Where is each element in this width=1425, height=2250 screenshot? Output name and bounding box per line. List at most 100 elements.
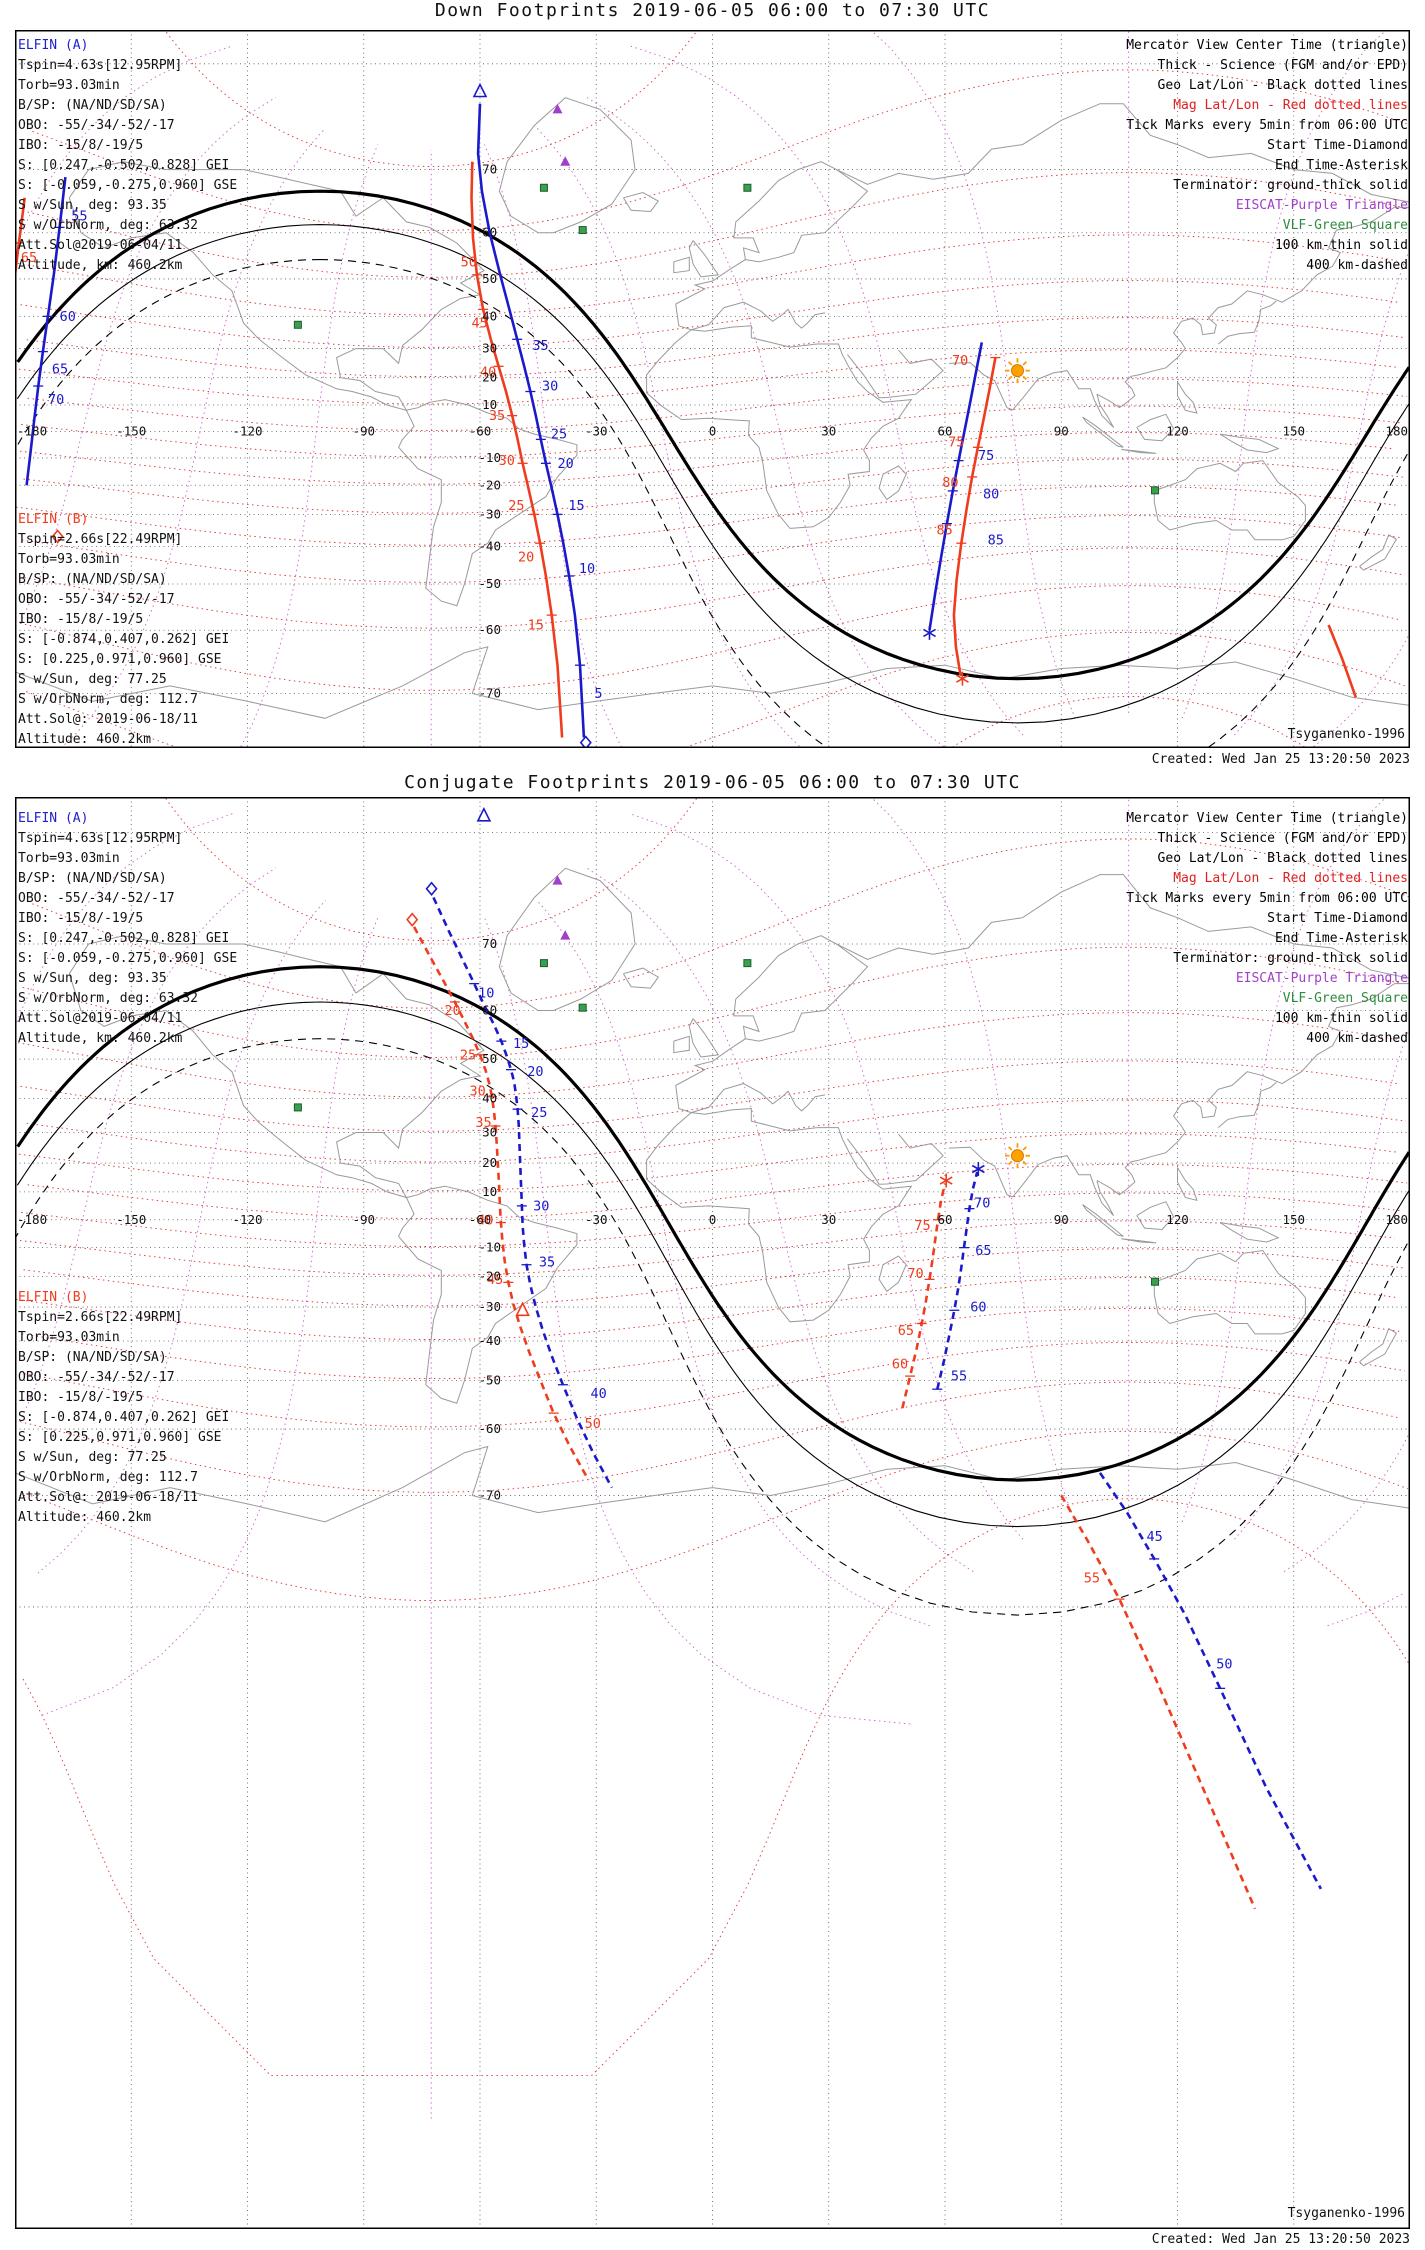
track-minute-label: 25 <box>531 1105 547 1121</box>
longitude-tick-label: 60 <box>937 1212 952 1227</box>
legend-line: EISCAT-Purple Triangle <box>1235 198 1408 213</box>
latitude-tick-label: 10 <box>482 1184 497 1199</box>
track-minute-label: 80 <box>983 486 999 502</box>
track-minute-label: 60 <box>60 309 76 325</box>
model-label: Tsyganenko-1996 <box>1287 2206 1405 2221</box>
longitude-tick-label: -180 <box>17 423 47 438</box>
track-minute-label: 45 <box>1147 1529 1163 1545</box>
end-asterisk-icon <box>923 625 936 640</box>
terminator-lines <box>14 965 1411 1616</box>
latitude-tick-label: -10 <box>478 1240 501 1255</box>
vlf-station-icon <box>293 1103 302 1112</box>
spacecraft-info-line: S w/OrbNorm, deg: 63.32 <box>18 218 199 233</box>
latitude-tick-label: 70 <box>482 162 497 177</box>
vlf-station-icon <box>1151 486 1160 495</box>
spacecraft-info-line: S w/Sun, deg: 77.25 <box>18 672 167 687</box>
legend-line: Thick - Science (FGM and/or EPD) <box>1157 58 1408 73</box>
latitude-tick-label: 30 <box>482 1124 497 1139</box>
spacecraft-info-line: S w/OrbNorm, deg: 63.32 <box>18 991 199 1006</box>
spacecraft-info-line: IBO: -15/8/-19/5 <box>18 138 144 153</box>
longitude-tick-label: -60 <box>469 423 492 438</box>
spacecraft-info-line: Tspin=2.66s[22.49RPM] <box>18 1310 183 1325</box>
eiscat-station-icon <box>552 875 563 885</box>
latitude-tick-label: -50 <box>478 1372 501 1387</box>
longitude-tick-label: -90 <box>352 1212 375 1227</box>
legend-line: Mag Lat/Lon - Red dotted lines <box>1173 98 1408 113</box>
latitude-tick-label: -20 <box>478 477 501 492</box>
spacecraft-info-line: S: [0.225,0.971,0.960] GSE <box>18 652 222 667</box>
track-minute-label: 10 <box>579 561 595 577</box>
center-time-triangle-icon <box>472 82 488 98</box>
spacecraft-info-line: Altitude: 460.2km <box>18 1510 152 1525</box>
longitude-tick-label: 30 <box>821 1212 836 1227</box>
track-minute-label: 20 <box>444 1003 460 1019</box>
track-minute-label: 45 <box>487 1272 503 1288</box>
longitude-tick-label: -150 <box>116 423 146 438</box>
longitude-tick-label: 60 <box>937 423 952 438</box>
vlf-station-icon <box>539 959 548 968</box>
spacecraft-info-line: Torb=93.03min <box>18 1330 120 1345</box>
legend-line: Geo Lat/Lon - Black dotted lines <box>1157 851 1408 866</box>
track-elfin-b-east: 70 75 80 85 <box>936 353 1001 686</box>
mag-lat-lines <box>14 363 1410 2077</box>
spacecraft-info-line: OBO: -55/-34/-52/-17 <box>18 1370 175 1385</box>
longitude-tick-label: 90 <box>1054 423 1069 438</box>
track-elfin-b-conj-deep: 55 <box>1060 1494 1257 1910</box>
start-diamond-icon <box>425 881 438 896</box>
spacecraft-info-line: S: [-0.059,-0.275,0.960] GSE <box>18 178 238 193</box>
longitude-tick-label: 30 <box>821 423 836 438</box>
track-minute-label: 35 <box>532 338 548 354</box>
panel-down-footprints: Down Footprints 2019-06-05 06:00 to 07:3… <box>0 0 1425 1286</box>
spacecraft-info-line: S w/Sun, deg: 77.25 <box>18 1450 167 1465</box>
longitude-tick-label: -90 <box>352 423 375 438</box>
track-minute-label: 40 <box>477 1212 493 1228</box>
spacecraft-info-line: IBO: -15/8/-19/5 <box>18 911 144 926</box>
legend-line: End Time-Asterisk <box>1274 158 1408 173</box>
latitude-tick-label: 30 <box>482 341 497 356</box>
track-minute-label: 65 <box>975 1243 991 1259</box>
elfin-a-info-block: ELFIN (A) Tspin=4.63s[12.95RPM] Torb=93.03… <box>18 809 237 1049</box>
spacecraft-info-line: B/SP: (NA/ND/SD/SA) <box>18 1350 167 1365</box>
station-markers <box>293 103 1160 495</box>
station-markers <box>293 806 1160 1286</box>
latitude-tick-label: -60 <box>478 622 501 637</box>
elfin-a-info-block: ELFIN (A) Tspin=4.63s[12.95RPM] Torb=93.03… <box>18 36 237 276</box>
spacecraft-info-line: IBO: -15/8/-19/5 <box>18 1390 144 1405</box>
sun-icon <box>1004 358 1030 384</box>
spacecraft-info-line: OBO: -55/-34/-52/-17 <box>18 118 175 133</box>
coastlines <box>14 867 1411 1523</box>
legend-line: Terminator: ground-thick solid <box>1173 178 1408 193</box>
spacecraft-info-line: Att.Sol@2019-06-04/11 <box>18 238 183 253</box>
legend-line: 100 km-thin solid <box>1274 238 1408 253</box>
spacecraft-info-line: B/SP: (NA/ND/SD/SA) <box>18 871 167 886</box>
spacecraft-info-line: Att.Sol@2019-06-04/11 <box>18 1011 183 1026</box>
latitude-tick-label: -20 <box>478 1268 501 1283</box>
spacecraft-info-line: S w/Sun, deg: 93.35 <box>18 198 167 213</box>
vlf-station-icon <box>293 320 302 329</box>
center-time-triangle-icon <box>515 1301 530 1317</box>
latitude-tick-label: 10 <box>482 397 497 412</box>
track-minute-label: 65 <box>52 362 68 378</box>
spacecraft-info-line: Tspin=4.63s[12.95RPM] <box>18 58 183 73</box>
geo-graticule <box>15 797 1410 2229</box>
track-minute-label: 25 <box>460 1047 476 1063</box>
map-plot: 5101520253035152025303540455055606570758… <box>13 0 1411 1286</box>
spacecraft-info-line: S w/OrbNorm, deg: 112.7 <box>18 1470 199 1485</box>
spacecraft-info-line: Att.Sol@: 2019-06-18/11 <box>18 712 199 727</box>
spacecraft-info-line: S: [0.247,-0.502,0.828] GEI <box>18 931 230 946</box>
longitude-tick-label: -180 <box>17 1212 47 1227</box>
vlf-station-icon <box>578 226 587 235</box>
track-minute-label: 25 <box>551 427 567 443</box>
legend-line: 400 km-dashed <box>1306 1031 1408 1046</box>
spacecraft-info-line: S: [0.247,-0.502,0.828] GEI <box>18 158 230 173</box>
latitude-tick-label: 40 <box>482 1091 497 1106</box>
eiscat-station-icon <box>560 930 571 940</box>
legend-line: EISCAT-Purple Triangle <box>1235 971 1408 986</box>
spacecraft-info-header: ELFIN (A) <box>18 38 89 53</box>
panel-conjugate-footprints: Conjugate Footprints 2019-06-05 06:00 to… <box>0 770 1425 2250</box>
spacecraft-info-line: Altitude: 460.2km <box>18 732 152 747</box>
legend-line: Mercator View Center Time (triangle) <box>1126 811 1408 826</box>
